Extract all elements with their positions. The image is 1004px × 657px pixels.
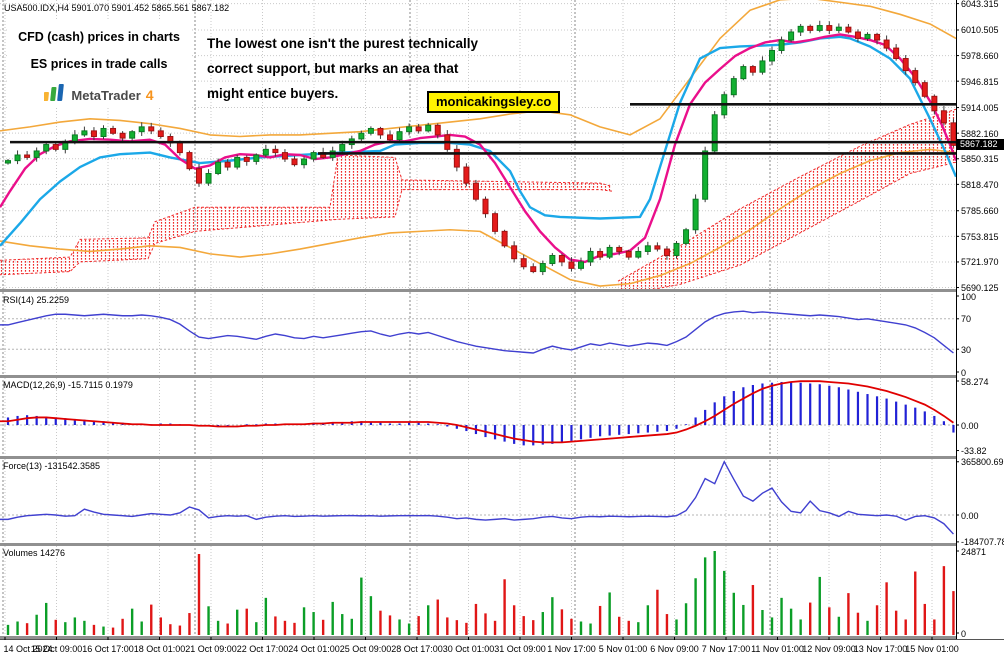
force-axis-label: 0.00 (961, 510, 979, 521)
time-axis-label: 14 Oct 2024 (3, 644, 53, 654)
price-axis-label: 5882.160 (961, 128, 999, 139)
time-axis-label: 5 Nov 01:00 (598, 644, 648, 654)
time-axis-label: 12 Nov 09:00 (802, 644, 856, 654)
price-axis-label: 5978.660 (961, 51, 999, 62)
time-axis-label: 25 Oct 09:00 (339, 644, 392, 654)
info-box-line1: CFD (cash) prices in charts (18, 30, 180, 44)
price-axis-label: 5914.005 (961, 103, 999, 114)
macd-axis-label: 0.00 (961, 420, 979, 431)
price-axis-label: 5721.970 (961, 257, 999, 268)
volumes-panel-label: Volumes 14276 (3, 548, 66, 558)
macd-axis-label: -33.82 (961, 446, 987, 457)
metatrader-logo-number: 4 (145, 87, 154, 103)
metatrader-logo: MetaTrader 4 (8, 83, 190, 107)
force-panel-label: Force(13) -131542.3585 (3, 461, 101, 471)
force-axis-label: 365800.69 (961, 457, 1004, 468)
price-axis-label: 5690.125 (961, 283, 999, 294)
volumes-axis-label: 0 (961, 628, 967, 639)
metatrader-logo-text: MetaTrader (71, 87, 141, 103)
chart-symbol-title: USA500.IDX,H4 5901.070 5901.452 5865.561… (4, 3, 230, 13)
price-axis-label: 5850.315 (961, 154, 999, 165)
info-box-line2: ES prices in trade calls (30, 57, 168, 71)
price-axis-label: 5753.815 (961, 231, 999, 242)
time-axis-label: 15 Nov 01:00 (905, 644, 959, 654)
current-price-tag: 5867.182 (957, 139, 1004, 150)
price-axis-label: 6043.315 (961, 0, 999, 10)
info-box: CFD (cash) prices in charts ES prices in… (8, 20, 190, 108)
price-axis-label: 6010.505 (961, 25, 999, 36)
volumes-axis-label: 24871 (961, 546, 987, 557)
rsi-panel-label: RSI(14) 25.2259 (3, 295, 70, 305)
time-axis-label: 16 Oct 17:00 (82, 644, 134, 654)
time-axis-label: 15 Oct 09:00 (30, 644, 83, 654)
price-axis-label: 5946.815 (961, 76, 999, 87)
time-axis-label: 6 Nov 09:00 (650, 644, 699, 654)
rsi-axis-label: 100 (961, 291, 977, 302)
metatrader-logo-icon (43, 83, 66, 107)
time-axis-label: 7 Nov 17:00 (701, 644, 751, 654)
time-axis-label: 31 Oct 09:00 (494, 644, 546, 654)
time-axis-label: 30 Oct 01:00 (442, 644, 495, 654)
annotation-line: might entice buyers. (207, 86, 339, 101)
rsi-axis-label: 30 (961, 344, 972, 355)
annotation-line: correct support, but marks an area that (207, 61, 459, 76)
price-axis-label: 5818.470 (961, 179, 999, 190)
time-axis-label: 1 Nov 17:00 (547, 644, 596, 654)
time-axis-label: 18 Oct 01:00 (133, 644, 186, 654)
time-axis-label: 11 Nov 01:00 (751, 644, 804, 654)
force-axis-label: -184707.78 (961, 537, 1004, 548)
macd-panel-label: MACD(12,26,9) -15.7115 0.1979 (3, 380, 133, 390)
rsi-axis-label: 0 (961, 367, 967, 378)
time-axis-label: 21 Oct 09:00 (185, 644, 237, 654)
time-axis-label: 28 Oct 17:00 (391, 644, 443, 654)
time-axis-label: 22 Oct 17:00 (236, 644, 289, 654)
time-axis-label: 13 Nov 17:00 (853, 644, 908, 654)
annotation-line: The lowest one isn't the purest technica… (207, 36, 479, 51)
time-axis-label: 24 Oct 01:00 (288, 644, 340, 654)
watermark-badge: monicakingsley.co (427, 91, 561, 113)
price-axis-label: 5785.660 (961, 206, 999, 217)
annotation-text: The lowest one isn't the purest technica… (207, 31, 507, 106)
rsi-axis-label: 70 (961, 314, 972, 325)
macd-axis-label: 58.274 (961, 376, 989, 387)
